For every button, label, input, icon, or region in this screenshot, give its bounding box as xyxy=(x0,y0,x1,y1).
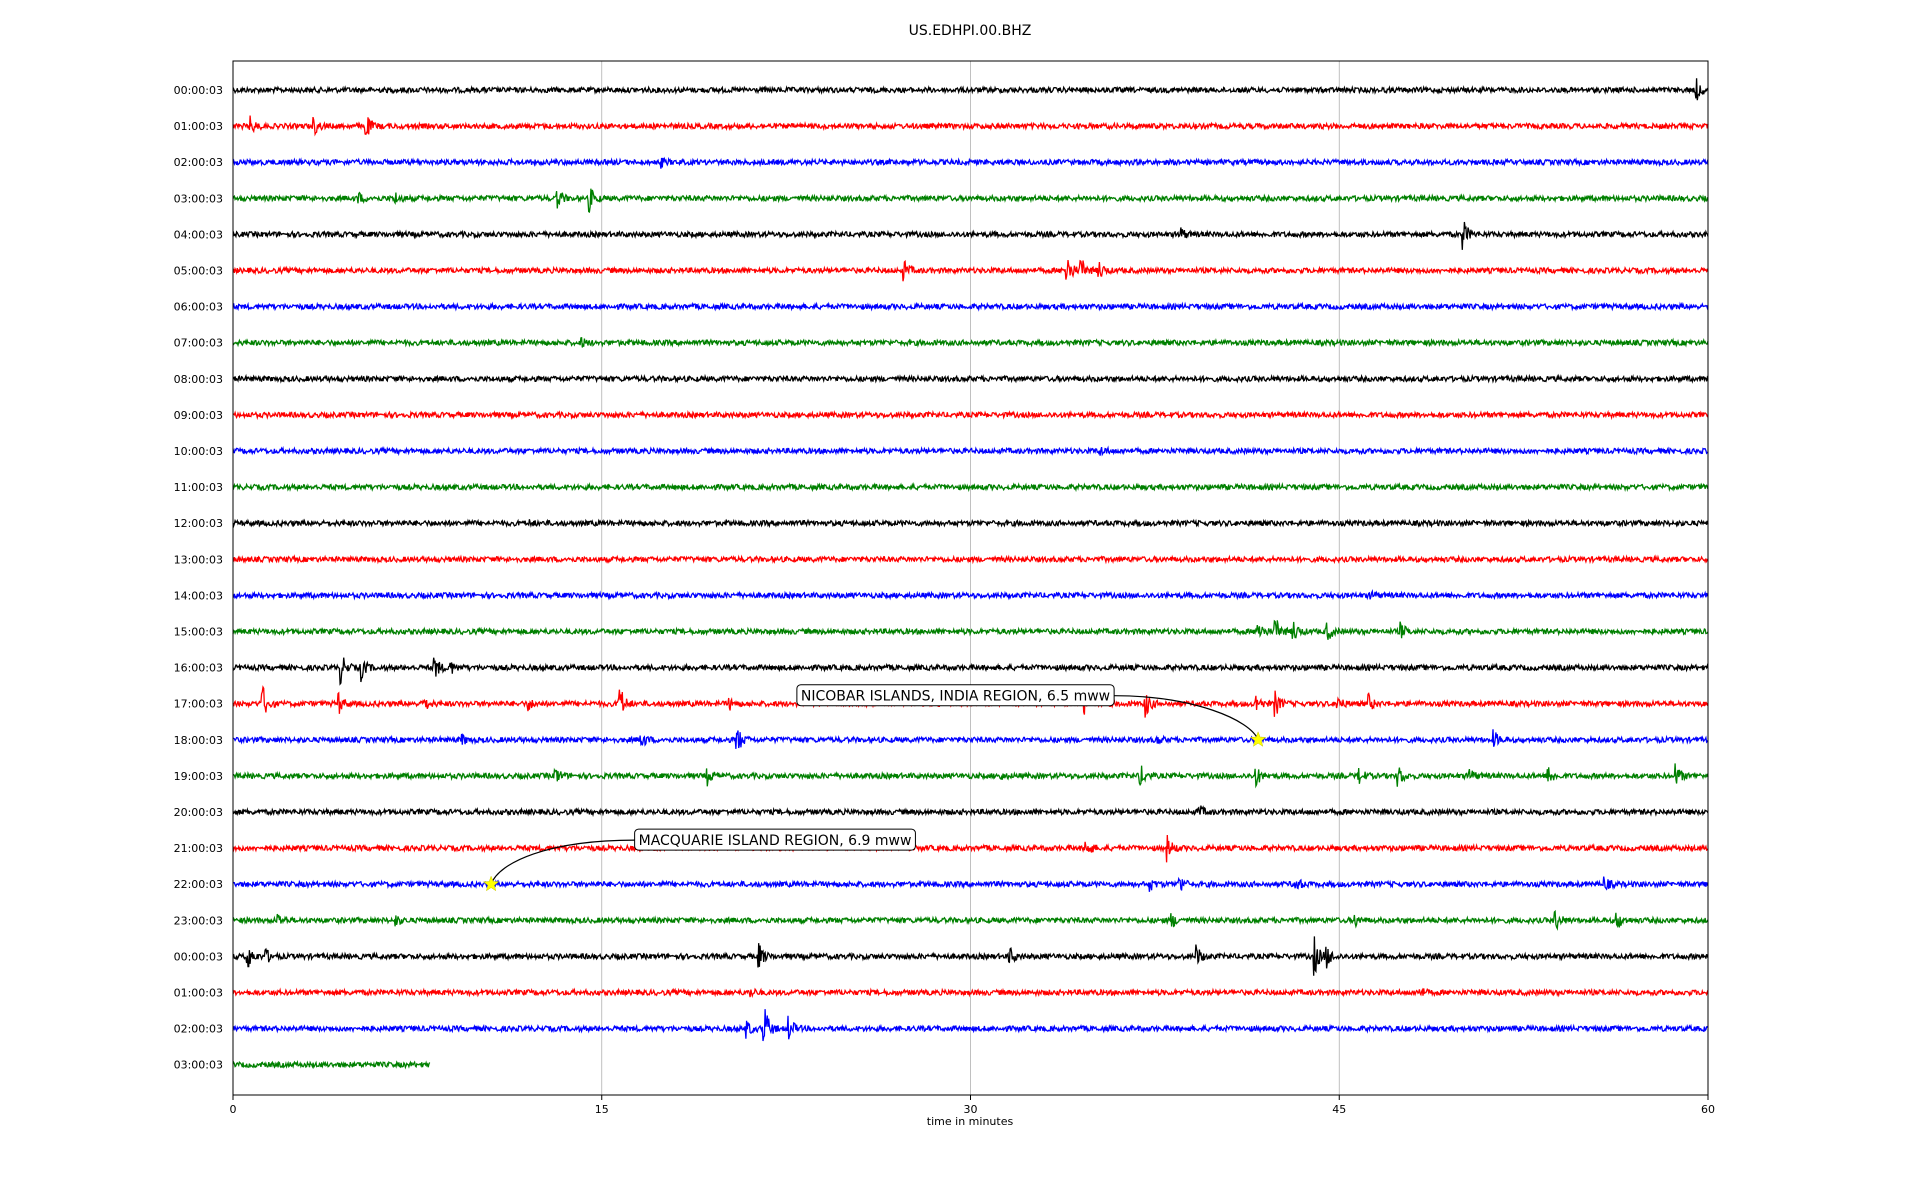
chart-title: US.EDHPI.00.BHZ xyxy=(909,23,1032,39)
trace-row xyxy=(232,78,1708,101)
event-annotation-connector xyxy=(490,839,635,885)
event-annotation-connector xyxy=(1114,695,1259,741)
trace-row xyxy=(232,657,1709,686)
row-time-label: 12:00:03 xyxy=(174,517,223,530)
trace-row xyxy=(232,1059,431,1070)
trace-layer xyxy=(232,78,1709,1070)
trace-row xyxy=(232,482,1709,493)
trace-row xyxy=(232,936,1709,976)
row-time-label: 03:00:03 xyxy=(174,192,223,205)
event-annotation-label: MACQUARIE ISLAND REGION, 6.9 mww xyxy=(639,833,912,849)
trace-row xyxy=(232,156,1709,169)
trace-row xyxy=(232,834,1709,863)
row-time-label: 01:00:03 xyxy=(174,987,223,1000)
trace-row xyxy=(232,876,1709,892)
trace-row xyxy=(232,589,1709,601)
row-time-label: 10:00:03 xyxy=(174,445,223,458)
event-annotation-label: NICOBAR ISLANDS, INDIA REGION, 6.5 mww xyxy=(801,689,1110,705)
trace-row xyxy=(232,619,1709,640)
trace-row xyxy=(232,301,1709,312)
annotation-layer: NICOBAR ISLANDS, INDIA REGION, 6.5 mww MA… xyxy=(482,684,1267,892)
row-time-label: 17:00:03 xyxy=(174,698,223,711)
trace-row xyxy=(232,221,1709,250)
x-tick-label: 45 xyxy=(1332,1103,1346,1116)
row-time-label: 13:00:03 xyxy=(174,553,223,566)
row-time-label: 18:00:03 xyxy=(174,734,223,747)
row-time-label: 19:00:03 xyxy=(174,770,223,783)
trace-row xyxy=(232,763,1709,789)
row-time-label: 01:00:03 xyxy=(174,120,223,133)
trace-row xyxy=(232,445,1709,457)
row-time-label: 09:00:03 xyxy=(174,409,223,422)
trace-row xyxy=(232,337,1709,348)
event-annotation: NICOBAR ISLANDS, INDIA REGION, 6.5 mww xyxy=(796,684,1267,747)
trace-row xyxy=(232,409,1709,421)
y-axis-labels: 00:00:03 01:00:03 02:00:03 03:00:03 04:00:03… xyxy=(174,84,223,1072)
trace-row xyxy=(232,1009,1709,1042)
x-axis-label: time in minutes xyxy=(927,1115,1014,1128)
row-time-label: 20:00:03 xyxy=(174,806,223,819)
row-time-label: 07:00:03 xyxy=(174,337,223,350)
x-axis-ticks: 0 15 30 45 60 xyxy=(230,1095,1715,1116)
trace-row xyxy=(232,729,1709,749)
event-star-marker xyxy=(482,875,500,892)
row-time-label: 11:00:03 xyxy=(174,481,223,494)
trace-row xyxy=(232,259,1709,282)
row-time-label: 22:00:03 xyxy=(174,878,223,891)
row-time-label: 14:00:03 xyxy=(174,589,223,602)
x-tick-label: 60 xyxy=(1701,1103,1715,1116)
row-time-label: 08:00:03 xyxy=(174,373,223,386)
event-star-marker xyxy=(1249,731,1267,747)
row-time-label: 05:00:03 xyxy=(174,265,223,278)
x-tick-label: 0 xyxy=(230,1103,237,1116)
trace-row xyxy=(232,554,1709,565)
row-time-label: 16:00:03 xyxy=(174,662,223,675)
row-time-label: 02:00:03 xyxy=(174,1023,223,1036)
row-time-label: 00:00:03 xyxy=(174,84,223,97)
row-time-label: 00:00:03 xyxy=(174,950,223,963)
row-time-label: 15:00:03 xyxy=(174,626,223,639)
row-time-label: 04:00:03 xyxy=(174,228,223,241)
x-tick-label: 15 xyxy=(595,1103,609,1116)
trace-row xyxy=(232,188,1709,214)
trace-row xyxy=(232,909,1709,931)
grid-lines xyxy=(601,61,1340,1095)
row-time-label: 03:00:03 xyxy=(174,1059,223,1072)
row-time-label: 02:00:03 xyxy=(174,156,223,169)
trace-row xyxy=(232,115,1709,137)
x-tick-label: 30 xyxy=(964,1103,978,1116)
row-time-label: 23:00:03 xyxy=(174,914,223,927)
row-time-label: 06:00:03 xyxy=(174,301,223,314)
trace-row xyxy=(232,518,1709,529)
event-annotation: MACQUARIE ISLAND REGION, 6.9 mww xyxy=(482,828,916,892)
trace-row xyxy=(232,373,1709,384)
trace-row xyxy=(232,987,1709,999)
trace-row xyxy=(232,805,1709,818)
row-time-label: 21:00:03 xyxy=(174,842,223,855)
